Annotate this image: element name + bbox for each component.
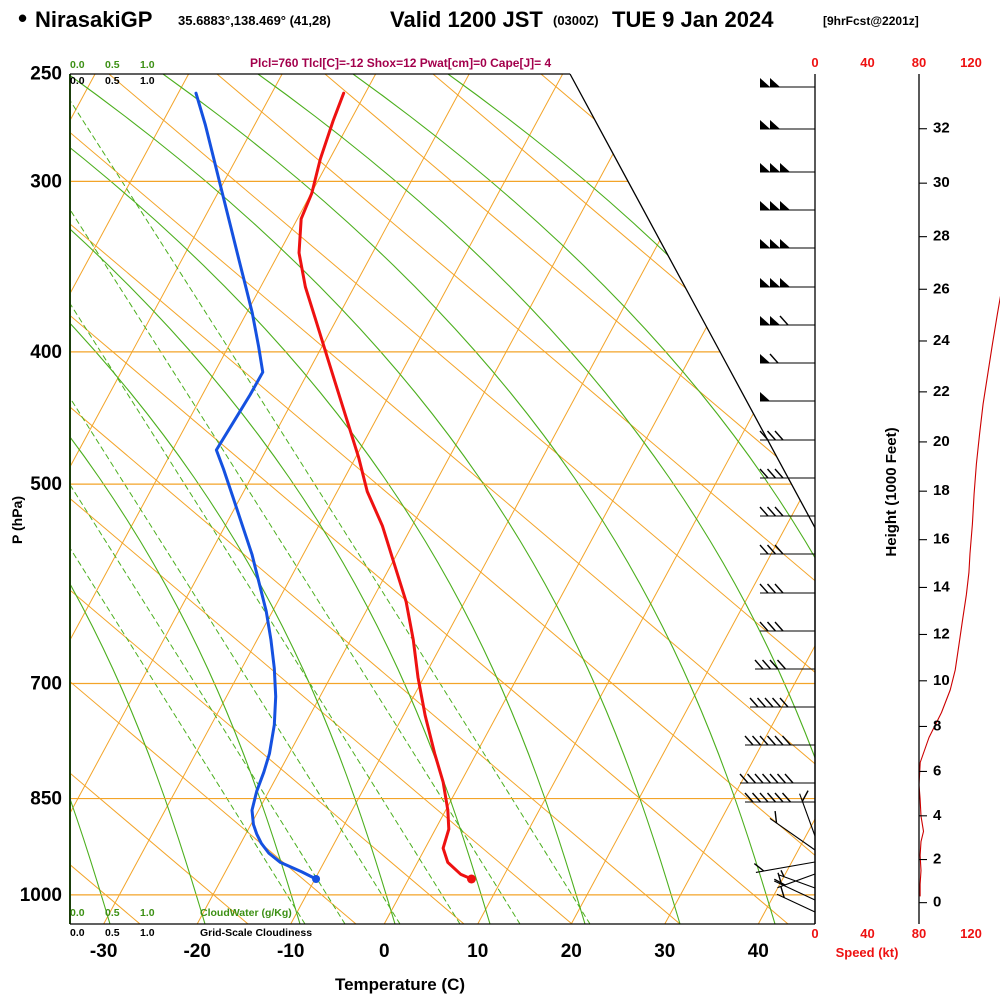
svg-text:32: 32	[933, 120, 950, 137]
svg-text:40: 40	[860, 55, 874, 70]
svg-text:10: 10	[467, 941, 488, 962]
svg-text:8: 8	[933, 717, 941, 734]
svg-text:35.6883°,138.469° (41,28): 35.6883°,138.469° (41,28)	[178, 13, 331, 28]
svg-text:6: 6	[933, 762, 941, 779]
svg-text:Grid-Scale Cloudiness: Grid-Scale Cloudiness	[200, 927, 312, 939]
svg-text:(0300Z): (0300Z)	[553, 13, 599, 28]
svg-text:0.5: 0.5	[105, 907, 120, 919]
svg-text:20: 20	[561, 941, 582, 962]
svg-text:40: 40	[748, 941, 769, 962]
svg-text:26: 26	[933, 280, 950, 297]
svg-text:0.5: 0.5	[105, 75, 120, 87]
svg-text:30: 30	[654, 941, 675, 962]
svg-text:4: 4	[933, 807, 942, 824]
svg-text:18: 18	[933, 482, 950, 499]
svg-text:14: 14	[933, 578, 950, 595]
svg-text:24: 24	[933, 332, 950, 349]
svg-text:-30: -30	[90, 941, 117, 962]
svg-text:1.0: 1.0	[140, 927, 155, 939]
svg-text:TUE 9 Jan 2024: TUE 9 Jan 2024	[612, 7, 774, 32]
svg-text:P (hPa): P (hPa)	[9, 496, 25, 544]
svg-text:NirasakiGP: NirasakiGP	[35, 7, 152, 32]
svg-text:•: •	[18, 3, 27, 33]
svg-text:22: 22	[933, 383, 950, 400]
svg-text:1.0: 1.0	[140, 75, 155, 87]
svg-text:40: 40	[860, 926, 874, 941]
svg-text:Valid 1200 JST: Valid 1200 JST	[390, 7, 543, 32]
svg-text:[9hrFcst@2201z]: [9hrFcst@2201z]	[823, 14, 919, 28]
svg-text:700: 700	[30, 674, 62, 695]
svg-text:0: 0	[811, 55, 818, 70]
svg-text:0: 0	[811, 926, 818, 941]
svg-text:0: 0	[379, 941, 390, 962]
svg-text:1.0: 1.0	[140, 59, 155, 71]
svg-text:0.0: 0.0	[70, 927, 85, 939]
svg-text:10: 10	[933, 672, 950, 689]
svg-text:0.5: 0.5	[105, 927, 120, 939]
svg-text:0.5: 0.5	[105, 59, 120, 71]
svg-text:0: 0	[933, 894, 941, 911]
svg-text:Temperature (C): Temperature (C)	[335, 975, 465, 994]
svg-text:1000: 1000	[20, 885, 62, 906]
svg-text:Speed (kt): Speed (kt)	[836, 945, 899, 960]
svg-text:0.0: 0.0	[70, 907, 85, 919]
svg-text:0.0: 0.0	[70, 75, 85, 87]
svg-text:30: 30	[933, 174, 950, 191]
svg-text:CloudWater (g/Kg): CloudWater (g/Kg)	[200, 907, 292, 919]
svg-text:Height (1000 Feet): Height (1000 Feet)	[883, 427, 900, 556]
svg-text:0.0: 0.0	[70, 59, 85, 71]
svg-text:28: 28	[933, 228, 950, 245]
svg-text:2: 2	[933, 851, 941, 868]
svg-text:300: 300	[30, 171, 62, 192]
svg-text:-10: -10	[277, 941, 304, 962]
svg-text:500: 500	[30, 474, 62, 495]
svg-text:20: 20	[933, 433, 950, 450]
svg-text:250: 250	[30, 63, 62, 84]
svg-text:16: 16	[933, 531, 950, 548]
svg-text:850: 850	[30, 789, 62, 810]
svg-text:120: 120	[960, 55, 982, 70]
svg-text:12: 12	[933, 625, 950, 642]
svg-text:-20: -20	[183, 941, 210, 962]
svg-text:80: 80	[912, 926, 926, 941]
svg-text:400: 400	[30, 342, 62, 363]
svg-text:80: 80	[912, 55, 926, 70]
svg-text:1.0: 1.0	[140, 907, 155, 919]
svg-text:120: 120	[960, 926, 982, 941]
svg-text:Plcl=760 Tlcl[C]=-12 Shox=12 P: Plcl=760 Tlcl[C]=-12 Shox=12 Pwat[cm]=0 …	[250, 56, 551, 70]
